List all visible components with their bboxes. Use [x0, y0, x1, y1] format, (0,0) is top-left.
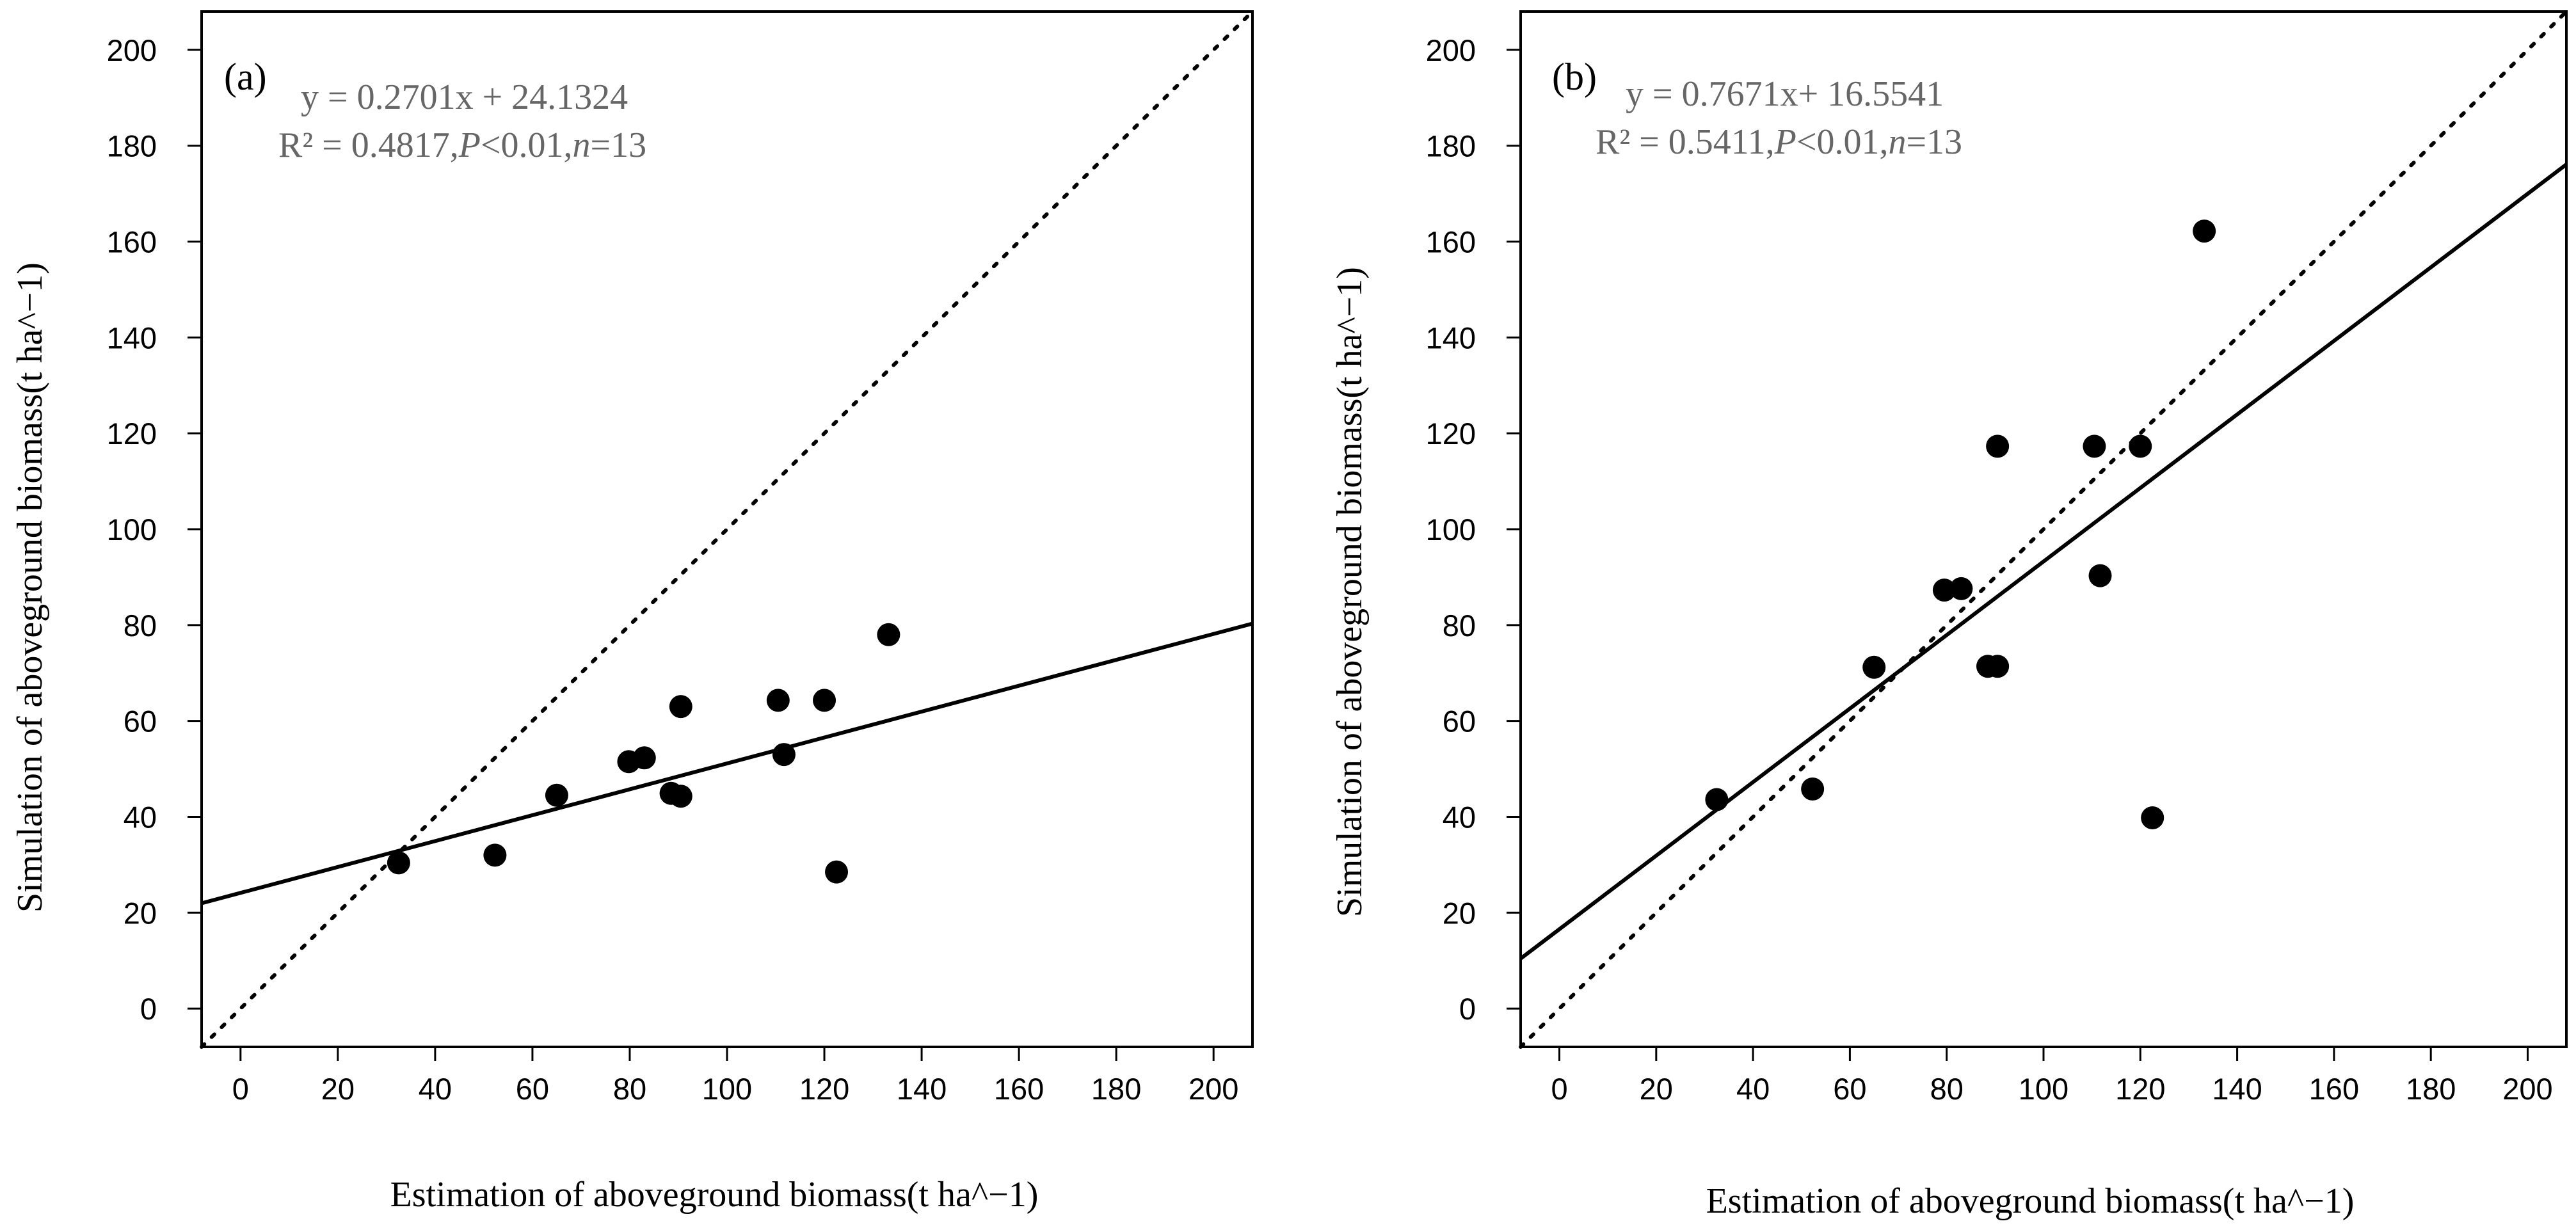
stats-suffix: =13 — [591, 125, 647, 165]
stats-prefix: R² = 0.5411, — [1596, 122, 1775, 162]
regression-line — [1519, 163, 2568, 961]
data-point — [483, 843, 507, 867]
x-tick-label: 180 — [2406, 1072, 2456, 1106]
data-point — [1801, 777, 1825, 801]
y-tick-label: 80 — [1443, 609, 1476, 642]
data-point — [825, 860, 849, 884]
stats-n-symbol: n — [573, 125, 591, 165]
x-tick-label: 80 — [613, 1072, 646, 1106]
x-tick-label: 120 — [2115, 1072, 2165, 1106]
y-tick-label: 200 — [107, 33, 157, 67]
regression-equation: y = 0.7671x+ 16.5541 — [1626, 74, 1944, 114]
y-tick-label: 160 — [1426, 225, 1476, 259]
x-axis-title: Estimation of aboveground biomass(t ha^−… — [1706, 1181, 2355, 1221]
x-tick-label: 160 — [994, 1072, 1044, 1106]
panel-label: (a) — [224, 56, 267, 98]
y-tick-label: 140 — [1426, 321, 1476, 355]
x-tick-label: 60 — [516, 1072, 549, 1106]
data-point — [766, 689, 790, 712]
x-tick-label: 100 — [702, 1072, 752, 1106]
x-tick-label: 200 — [2502, 1072, 2552, 1106]
data-point — [2083, 435, 2106, 458]
y-tick-label: 0 — [140, 992, 157, 1026]
reference-line-1to1 — [1519, 10, 2568, 1049]
y-tick-label: 20 — [1443, 896, 1476, 930]
x-axis-title: Estimation of aboveground biomass(t ha^−… — [390, 1175, 1039, 1215]
data-point — [2193, 219, 2216, 243]
data-point — [669, 695, 692, 719]
x-tick-label: 80 — [1930, 1072, 1964, 1106]
y-axis-title: Simulation of aboveground biomass(t ha^−… — [10, 262, 50, 913]
y-tick-label: 40 — [1443, 800, 1476, 834]
reference-line-1to1 — [200, 10, 1254, 1049]
regression-line — [201, 621, 1253, 905]
y-tick-label: 80 — [124, 609, 157, 642]
data-point — [632, 746, 656, 770]
regression-equation: y = 0.2701x + 24.1324 — [301, 77, 628, 117]
x-tick-label: 40 — [1736, 1072, 1770, 1106]
x-tick-label: 0 — [232, 1072, 249, 1106]
stats-suffix: =13 — [1906, 122, 1962, 162]
x-tick-label: 60 — [1833, 1072, 1866, 1106]
data-point — [2141, 806, 2164, 829]
x-tick-label: 20 — [321, 1072, 355, 1106]
y-tick-label: 60 — [1443, 705, 1476, 738]
y-axis-title: Simulation of aboveground biomass(t ha^−… — [1330, 267, 1370, 917]
x-tick-label: 120 — [799, 1072, 849, 1106]
y-tick-label: 180 — [107, 129, 157, 163]
stats-mid: <0.01, — [481, 125, 573, 165]
y-tick-label: 20 — [124, 896, 157, 930]
y-tick-label: 160 — [107, 225, 157, 259]
stats-prefix: R² = 0.4817, — [278, 125, 459, 165]
x-tick-label: 100 — [2019, 1072, 2068, 1106]
data-point — [1932, 578, 1956, 602]
y-tick-label: 60 — [124, 705, 157, 738]
data-point — [1949, 577, 1973, 600]
y-tick-label: 100 — [107, 513, 157, 546]
data-point — [1862, 655, 1886, 679]
y-tick-label: 120 — [107, 417, 157, 451]
x-tick-label: 180 — [1091, 1072, 1141, 1106]
chart-panel-b: (b) y = 0.7671x+ 16.5541 R² = 0.5411,P<0… — [1330, 10, 2568, 1221]
data-point — [772, 743, 796, 767]
data-point — [1986, 435, 2010, 458]
y-tick-label: 180 — [1426, 129, 1476, 163]
y-tick-label: 100 — [1426, 513, 1476, 546]
data-point — [669, 785, 692, 808]
stats-mid: <0.01, — [1796, 122, 1889, 162]
x-tick-label: 200 — [1188, 1072, 1238, 1106]
regression-stats: R² = 0.5411,P<0.01,n=13 — [1596, 122, 1962, 162]
data-point — [1705, 788, 1729, 811]
data-point — [877, 623, 900, 646]
stats-p-symbol: P — [458, 125, 481, 165]
data-point — [2129, 435, 2152, 458]
x-tick-label: 140 — [2212, 1072, 2262, 1106]
data-point — [2088, 564, 2112, 587]
x-tick-label: 160 — [2309, 1072, 2359, 1106]
y-tick-label: 200 — [1426, 33, 1476, 67]
y-tick-label: 140 — [107, 321, 157, 355]
panel-label: (b) — [1552, 56, 1597, 98]
data-point — [545, 783, 568, 807]
chart-panel-a: (a) y = 0.2701x + 24.1324 R² = 0.4817,P<… — [10, 10, 1254, 1215]
x-tick-label: 40 — [419, 1072, 452, 1106]
data-point — [813, 689, 836, 712]
x-tick-label: 140 — [897, 1072, 947, 1106]
stats-n-symbol: n — [1888, 122, 1906, 162]
data-point — [387, 851, 410, 875]
y-tick-label: 40 — [124, 800, 157, 834]
regression-stats: R² = 0.4817,P<0.01,n=13 — [278, 125, 646, 165]
x-tick-label: 0 — [1551, 1072, 1567, 1106]
x-tick-label: 20 — [1640, 1072, 1673, 1106]
y-tick-label: 0 — [1459, 992, 1476, 1026]
y-tick-label: 120 — [1426, 417, 1476, 451]
data-point — [1986, 655, 2010, 678]
stats-p-symbol: P — [1774, 122, 1796, 162]
